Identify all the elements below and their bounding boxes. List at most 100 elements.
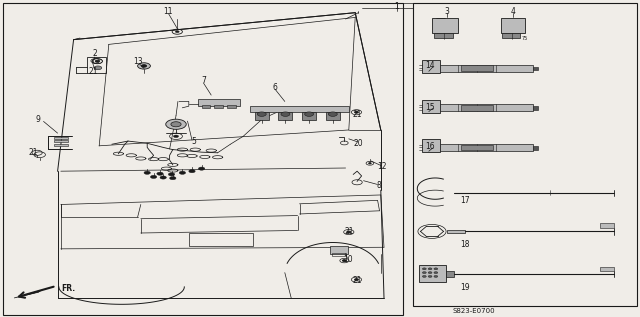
Text: FR.: FR. xyxy=(61,284,75,293)
Bar xyxy=(419,265,446,282)
Text: 21: 21 xyxy=(88,67,97,76)
Bar xyxy=(227,105,236,108)
Text: 8: 8 xyxy=(376,181,381,190)
Bar xyxy=(422,139,440,152)
Circle shape xyxy=(342,260,346,262)
Circle shape xyxy=(422,272,426,274)
Circle shape xyxy=(428,268,432,270)
Circle shape xyxy=(189,170,195,173)
Bar xyxy=(255,112,269,120)
Text: 20: 20 xyxy=(353,139,364,148)
Bar xyxy=(332,253,346,256)
Bar xyxy=(214,105,223,108)
Bar xyxy=(54,144,68,146)
Circle shape xyxy=(347,231,351,233)
Bar xyxy=(447,230,465,233)
Circle shape xyxy=(257,112,266,116)
Circle shape xyxy=(305,112,314,116)
Bar xyxy=(302,112,316,120)
Text: 21: 21 xyxy=(344,227,353,236)
Bar xyxy=(440,144,533,151)
Text: 4: 4 xyxy=(511,7,516,16)
Circle shape xyxy=(355,279,358,281)
Bar xyxy=(600,267,614,271)
Text: 1: 1 xyxy=(394,2,399,11)
Circle shape xyxy=(198,167,205,170)
Circle shape xyxy=(179,171,186,174)
Bar xyxy=(440,104,533,111)
Polygon shape xyxy=(14,290,42,298)
Bar xyxy=(3,3,403,315)
Circle shape xyxy=(422,268,426,270)
Text: S823-E0700: S823-E0700 xyxy=(452,308,495,314)
Bar xyxy=(54,137,68,139)
Bar xyxy=(202,105,210,108)
Text: 21: 21 xyxy=(353,110,362,119)
Circle shape xyxy=(428,272,432,274)
Bar xyxy=(189,233,253,246)
Text: 21: 21 xyxy=(353,276,362,285)
Circle shape xyxy=(138,63,150,69)
Bar xyxy=(87,57,106,73)
Bar xyxy=(461,145,493,150)
Circle shape xyxy=(434,268,438,270)
Bar xyxy=(422,100,440,113)
Bar xyxy=(600,223,614,228)
Bar xyxy=(461,105,493,111)
Circle shape xyxy=(157,172,163,175)
Circle shape xyxy=(95,60,99,62)
Bar xyxy=(533,106,538,110)
Text: 75: 75 xyxy=(522,36,528,41)
Circle shape xyxy=(168,173,175,176)
Circle shape xyxy=(428,275,432,277)
Bar xyxy=(278,112,292,120)
Circle shape xyxy=(355,111,358,113)
Text: 21: 21 xyxy=(29,148,38,157)
Bar xyxy=(501,18,525,33)
Text: 19: 19 xyxy=(460,283,470,292)
Circle shape xyxy=(171,122,181,127)
Circle shape xyxy=(173,135,179,138)
Circle shape xyxy=(281,112,290,116)
Text: 7: 7 xyxy=(201,76,206,85)
Circle shape xyxy=(94,66,102,70)
Bar xyxy=(502,33,520,38)
Bar xyxy=(198,99,240,106)
Text: 14: 14 xyxy=(425,61,435,70)
Circle shape xyxy=(328,112,337,116)
Text: 15: 15 xyxy=(425,103,435,112)
Circle shape xyxy=(166,119,186,129)
Text: 12: 12 xyxy=(378,162,387,171)
Text: 3: 3 xyxy=(444,7,449,16)
Bar xyxy=(461,65,493,71)
Bar xyxy=(533,67,538,70)
Text: 10: 10 xyxy=(342,256,353,264)
Bar xyxy=(446,271,454,277)
Circle shape xyxy=(369,163,371,164)
Circle shape xyxy=(141,65,147,67)
Circle shape xyxy=(422,275,426,277)
Bar xyxy=(330,246,348,254)
Circle shape xyxy=(144,171,150,174)
Text: 16: 16 xyxy=(425,142,435,151)
Text: 6: 6 xyxy=(273,83,278,92)
Bar xyxy=(422,60,440,73)
Bar xyxy=(413,3,637,306)
Circle shape xyxy=(170,177,176,180)
Bar xyxy=(533,146,538,150)
Bar xyxy=(326,112,340,120)
Circle shape xyxy=(175,31,179,33)
Bar xyxy=(434,33,453,38)
Text: 2: 2 xyxy=(92,49,97,58)
Circle shape xyxy=(434,272,438,274)
Bar xyxy=(432,18,458,33)
Text: 5: 5 xyxy=(191,137,196,146)
Text: 13: 13 xyxy=(132,57,143,66)
Circle shape xyxy=(160,176,166,179)
Circle shape xyxy=(434,275,438,277)
Text: 18: 18 xyxy=(461,240,470,249)
Bar xyxy=(54,140,68,142)
Text: 17: 17 xyxy=(460,196,470,205)
Bar xyxy=(440,65,533,72)
Bar xyxy=(250,106,349,112)
